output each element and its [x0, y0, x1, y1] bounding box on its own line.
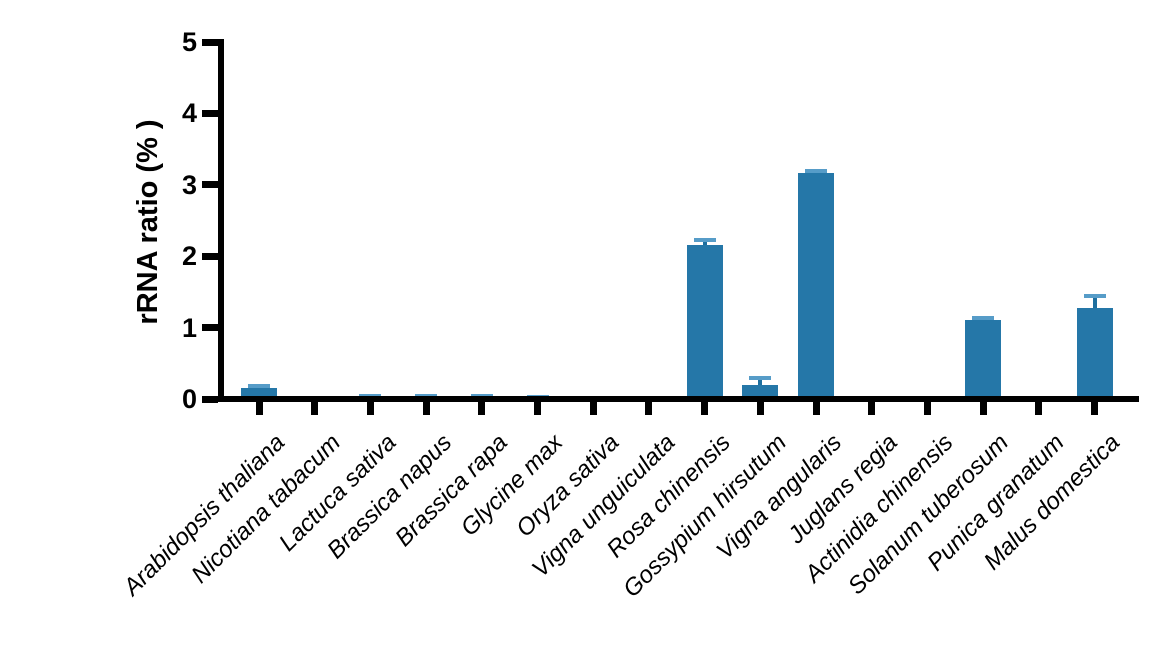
- x-axis-tick: [756, 402, 764, 415]
- bar: [798, 172, 834, 399]
- y-tick-label: 1: [181, 312, 197, 343]
- y-axis-tick: [202, 181, 218, 189]
- bar: [965, 319, 1002, 399]
- error-bar-cap: [972, 316, 995, 321]
- x-axis-tick: [868, 402, 876, 415]
- x-axis-tick: [645, 402, 653, 415]
- bar: [686, 245, 723, 399]
- x-axis-tick: [422, 402, 430, 415]
- error-bar-stem: [1092, 296, 1097, 309]
- x-axis-tick: [923, 402, 931, 415]
- x-axis-tick: [311, 402, 319, 415]
- y-tick-label: 2: [181, 241, 197, 272]
- error-bar-cap: [749, 376, 772, 381]
- bar: [742, 385, 779, 399]
- error-bar-stem: [702, 240, 707, 246]
- y-axis-tick: [202, 109, 218, 117]
- y-tick-label: 3: [181, 169, 197, 200]
- y-axis-tick: [202, 252, 218, 260]
- error-bar-cap: [1083, 294, 1106, 299]
- y-axis-line: [218, 39, 224, 402]
- y-axis-tick: [202, 395, 218, 403]
- x-axis-tick: [812, 402, 820, 415]
- error-bar-cap: [693, 238, 716, 243]
- y-axis-title: rRNA ratio (% ): [132, 119, 164, 325]
- error-bar-cap: [805, 168, 827, 173]
- x-axis-tick: [589, 402, 597, 415]
- x-axis-tick: [534, 402, 541, 415]
- x-axis-tick: [255, 402, 263, 415]
- error-bar-cap: [248, 384, 270, 389]
- y-axis-tick: [202, 38, 218, 46]
- bar: [241, 388, 277, 399]
- x-axis-tick: [701, 402, 709, 415]
- x-axis-tick: [366, 402, 374, 415]
- x-axis-tick: [979, 402, 987, 415]
- bar: [1076, 308, 1113, 399]
- x-axis-line: [215, 396, 1139, 402]
- x-axis-tick: [1091, 402, 1098, 415]
- y-tick-label: 4: [181, 98, 197, 129]
- y-axis-tick: [202, 324, 218, 332]
- y-tick-label: 5: [181, 27, 197, 57]
- x-axis-tick: [478, 402, 486, 415]
- y-tick-label: 0: [181, 384, 197, 414]
- x-axis-tick: [1035, 402, 1043, 415]
- error-bar-stem: [758, 378, 763, 386]
